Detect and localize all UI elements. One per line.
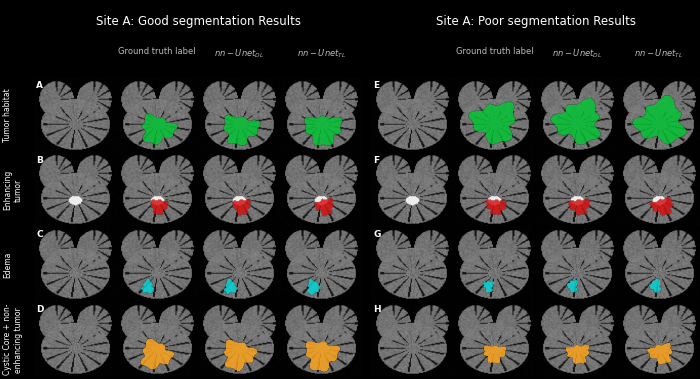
Text: Site A: Good segmentation Results: Site A: Good segmentation Results [96,15,300,28]
Text: H: H [373,305,381,314]
Text: G: G [373,230,381,240]
Text: B: B [36,155,43,164]
Text: $nn-Unet_{DL}$: $nn-Unet_{DL}$ [214,47,265,60]
Text: Ground truth label: Ground truth label [118,47,196,56]
Text: $nn-Unet_{DL}$: $nn-Unet_{DL}$ [552,47,602,60]
Text: Cystic Core + non-
enhancing tumor: Cystic Core + non- enhancing tumor [4,304,23,376]
Text: E: E [373,81,379,90]
Text: Edema: Edema [4,252,13,278]
Text: Enhancing
tumor: Enhancing tumor [4,170,23,210]
Text: A: A [36,81,43,90]
Text: $nn-Unet_{TL}$: $nn-Unet_{TL}$ [297,47,346,60]
Text: Site A: Poor segmentation Results: Site A: Poor segmentation Results [435,15,636,28]
Text: Tumor habitat: Tumor habitat [4,88,13,142]
Text: C: C [36,230,43,240]
Text: F: F [373,155,379,164]
Text: Ground truth label: Ground truth label [456,47,533,56]
Text: $nn-Unet_{TL}$: $nn-Unet_{TL}$ [634,47,683,60]
Text: D: D [36,305,43,314]
